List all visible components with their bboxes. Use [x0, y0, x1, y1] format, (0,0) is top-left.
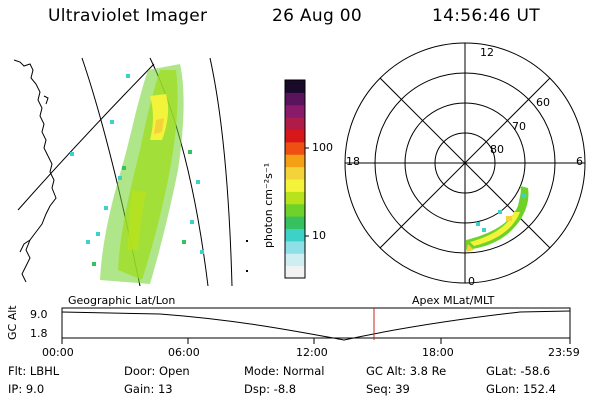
mlt-label-0: 0 — [468, 275, 475, 288]
footer-glat: GLat: -58.6 — [486, 364, 551, 378]
mlt-label-12: 12 — [480, 46, 494, 59]
altitude-xtick-0600: 06:00 — [168, 346, 200, 359]
left-panel-ticks — [246, 240, 248, 272]
colorbar-segment — [285, 191, 305, 205]
altitude-xtick-1200: 12:00 — [296, 346, 328, 359]
altitude-ytick-1: 1.8 — [30, 327, 48, 340]
left-panel-label: Geographic Lat/Lon — [68, 294, 176, 307]
colorbar-segment — [285, 141, 305, 155]
altitude-xtick-0000: 00:00 — [42, 346, 74, 359]
colorbar-segment — [285, 253, 305, 267]
mlat-label-60: 60 — [536, 96, 550, 109]
colorbar-segment — [285, 104, 305, 118]
mlt-label-18: 18 — [346, 155, 360, 168]
colorbar-segment — [285, 203, 305, 217]
colorbar-segment — [285, 228, 305, 242]
colorbar-segment — [285, 92, 305, 106]
colorbar-segment — [285, 129, 305, 143]
date-label: 26 Aug 00 — [272, 6, 362, 26]
colorbar — [285, 80, 305, 279]
footer-gc-alt: GC Alt: 3.8 Re — [366, 364, 447, 378]
time-label: 14:56:46 UT — [432, 6, 540, 26]
altitude-xtick-1800: 18:00 — [422, 346, 454, 359]
aurora-left — [70, 64, 204, 284]
footer-gain: Gain: 13 — [124, 382, 173, 396]
footer-door: Door: Open — [124, 364, 190, 378]
colorbar-segment — [285, 216, 305, 230]
colorbar-segment — [285, 117, 305, 131]
mlt-label-6: 6 — [576, 155, 583, 168]
footer-mode: Mode: Normal — [244, 364, 325, 378]
colorbar-segment — [285, 240, 305, 254]
colorbar-unit-label: photon cm⁻²s⁻¹ — [262, 162, 275, 248]
altitude-plot — [61, 307, 571, 344]
colorbar-segment — [285, 166, 305, 180]
altitude-ytick-9: 9.0 — [30, 308, 48, 321]
colorbar-segment — [285, 179, 305, 192]
right-panel-label: Apex MLat/MLT — [412, 294, 495, 307]
aurora-polar — [466, 186, 529, 252]
footer-flt: Flt: LBHL — [8, 364, 60, 378]
footer-ip: IP: 9.0 — [8, 382, 45, 396]
instrument-title: Ultraviolet Imager — [48, 6, 208, 26]
mlat-label-70: 70 — [512, 120, 526, 133]
altitude-ylabel: GC Alt — [6, 305, 19, 340]
colorbar-segment — [285, 80, 305, 93]
mlat-label-80: 80 — [490, 143, 504, 156]
colorbar-frame — [284, 79, 306, 279]
polar-grid — [344, 42, 586, 284]
altitude-xtick-2359: 23:59 — [548, 346, 580, 359]
footer-seq: Seq: 39 — [366, 382, 410, 396]
coastline — [13, 59, 57, 283]
colorbar-tick-10: 10 — [312, 229, 326, 242]
colorbar-segment — [285, 265, 305, 279]
footer-dsp: Dsp: -8.8 — [244, 382, 297, 396]
footer-glon: GLon: 152.4 — [486, 382, 556, 396]
colorbar-tick-100: 100 — [312, 141, 333, 154]
colorbar-segment — [285, 154, 305, 168]
